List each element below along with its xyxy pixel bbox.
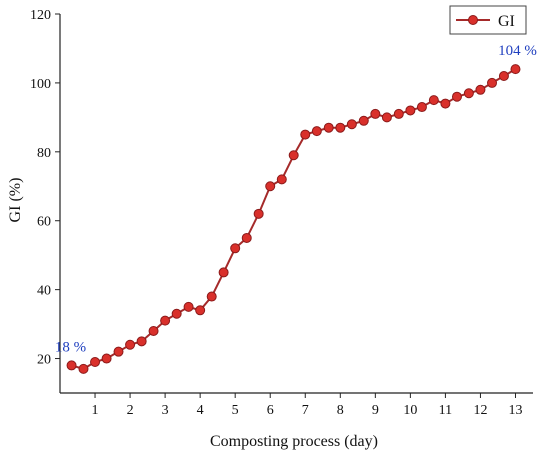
data-point xyxy=(440,98,451,109)
data-point xyxy=(358,115,369,126)
x-tick-label: 12 xyxy=(473,403,487,418)
data-point xyxy=(171,308,182,319)
data-point xyxy=(498,71,509,82)
y-axis-title: GI (%) xyxy=(7,178,24,223)
data-point xyxy=(78,363,89,374)
x-tick-label: 2 xyxy=(127,403,134,418)
data-point xyxy=(300,129,311,140)
data-point xyxy=(487,77,498,88)
x-tick-label: 5 xyxy=(232,403,239,418)
y-tick-label: 60 xyxy=(37,215,51,230)
data-point xyxy=(113,346,124,357)
x-tick-label: 10 xyxy=(403,403,417,418)
y-tick-label: 20 xyxy=(37,353,51,368)
data-point xyxy=(148,325,159,336)
data-point xyxy=(90,356,101,367)
data-point xyxy=(428,95,439,106)
data-point xyxy=(265,181,276,192)
y-tick-label: 80 xyxy=(37,146,51,161)
data-point xyxy=(125,339,136,350)
data-point xyxy=(416,102,427,113)
x-tick-label: 8 xyxy=(337,403,344,418)
data-point xyxy=(311,126,322,137)
data-point xyxy=(381,112,392,123)
data-point xyxy=(288,150,299,161)
series-line xyxy=(71,68,516,370)
axes xyxy=(59,14,533,394)
legend: GI xyxy=(449,5,527,35)
y-tick-label: 120 xyxy=(30,8,51,23)
data-point xyxy=(101,353,112,364)
data-point xyxy=(323,122,334,133)
y-tick-label: 40 xyxy=(37,284,51,299)
x-tick-label: 6 xyxy=(267,403,274,418)
legend-marker xyxy=(468,15,478,25)
data-point xyxy=(230,243,241,254)
x-tick-label: 9 xyxy=(372,403,379,418)
data-point xyxy=(475,84,486,95)
x-tick-label: 11 xyxy=(439,403,452,418)
point-annotation: 18 % xyxy=(55,339,86,355)
point-annotation: 104 % xyxy=(498,43,537,59)
data-point xyxy=(195,305,206,316)
series-layer xyxy=(66,64,521,374)
data-point xyxy=(241,232,252,243)
data-point xyxy=(451,91,462,102)
data-point xyxy=(136,336,147,347)
x-tick-label: 4 xyxy=(197,403,204,418)
data-point xyxy=(405,105,416,116)
y-tick-label: 100 xyxy=(30,77,51,92)
annotations-layer: 18 % 104 % xyxy=(55,43,537,355)
x-tick-label: 7 xyxy=(302,403,309,418)
data-point xyxy=(206,291,217,302)
data-point xyxy=(510,64,521,75)
data-point xyxy=(66,360,77,371)
data-point xyxy=(253,208,264,219)
data-point xyxy=(370,108,381,119)
data-point xyxy=(218,267,229,278)
data-point xyxy=(276,174,287,185)
data-point xyxy=(393,108,404,119)
x-axis-title: Composting process (day) xyxy=(210,433,378,450)
data-point xyxy=(160,315,171,326)
x-tick-label: 3 xyxy=(162,403,169,418)
legend-label: GI xyxy=(498,13,515,30)
x-tick-label: 1 xyxy=(92,403,99,418)
data-point xyxy=(335,122,346,133)
data-point xyxy=(463,88,474,99)
data-point xyxy=(183,301,194,312)
x-tick-label: 13 xyxy=(508,403,522,418)
data-point xyxy=(346,119,357,130)
